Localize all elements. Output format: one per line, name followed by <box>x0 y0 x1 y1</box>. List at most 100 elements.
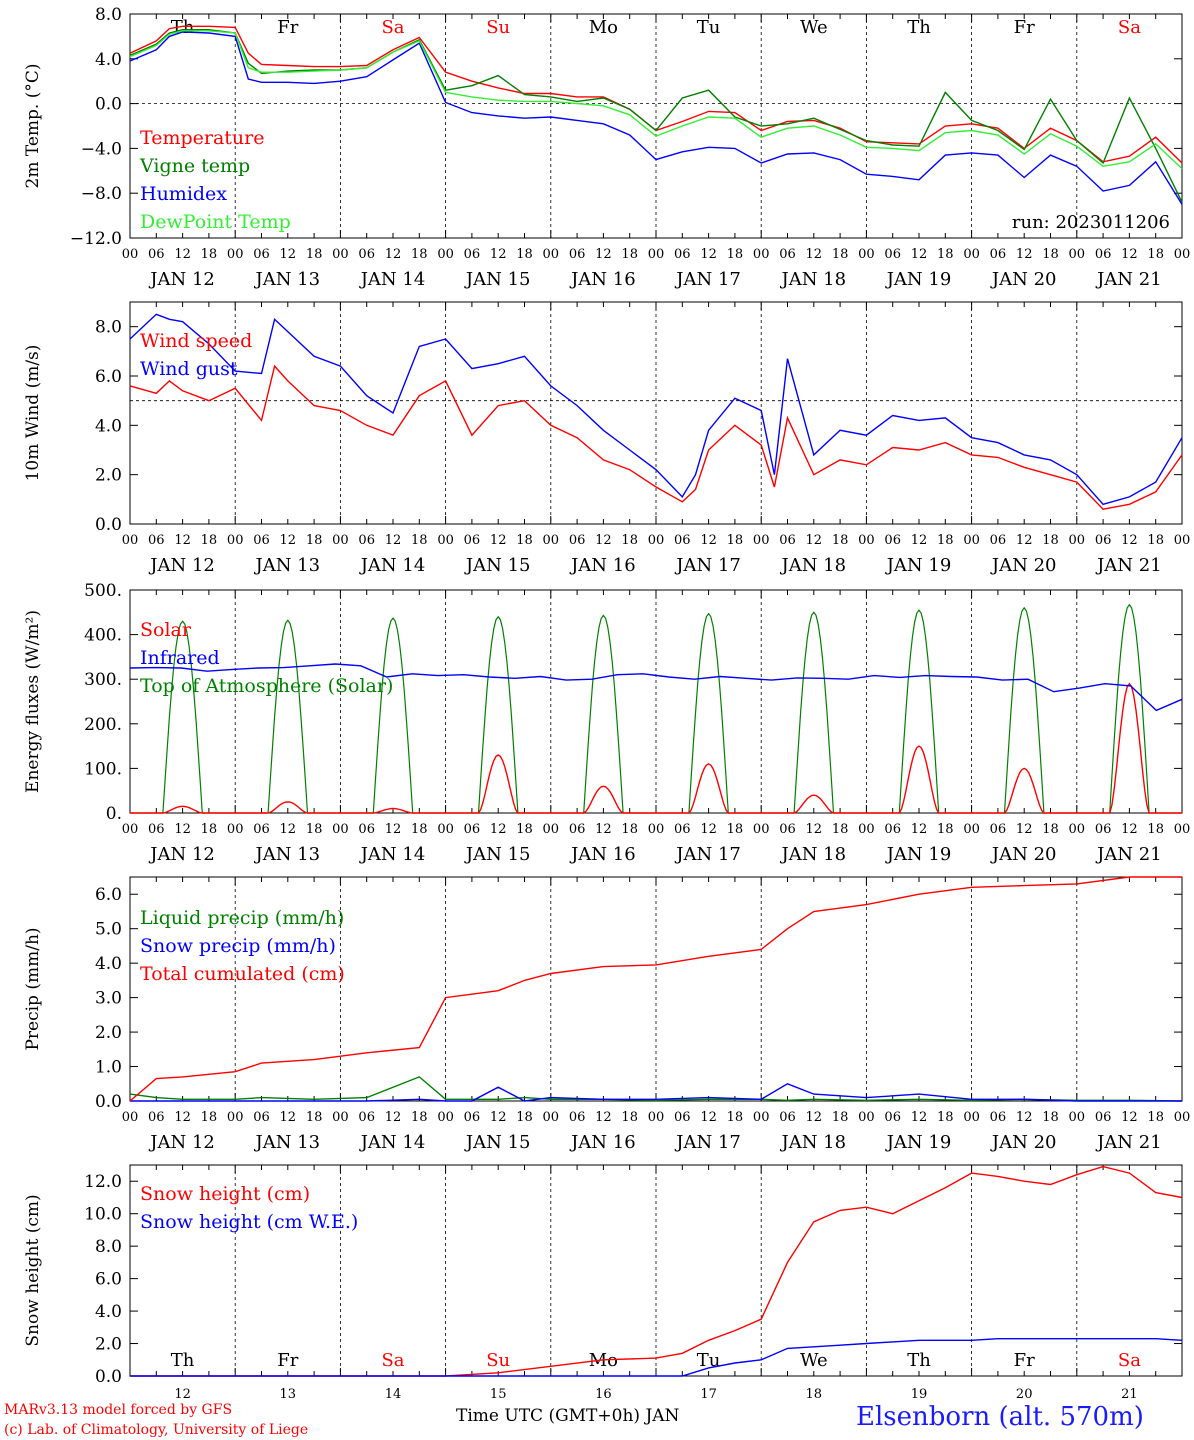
hour-label: 06 <box>674 1110 691 1125</box>
hour-label: 00 <box>227 247 244 262</box>
hour-label: 12 <box>174 533 191 548</box>
date-label: JAN 19 <box>885 269 952 290</box>
day-number-label: 18 <box>806 1387 823 1400</box>
hour-label: 18 <box>201 247 218 262</box>
hour-label: 18 <box>306 1110 323 1125</box>
hour-label: 00 <box>543 247 560 262</box>
hour-label: 18 <box>306 247 323 262</box>
hour-label: 06 <box>884 533 901 548</box>
hour-label: 06 <box>253 1110 270 1125</box>
date-label: JAN 15 <box>464 1132 531 1153</box>
date-label: JAN 20 <box>990 844 1057 865</box>
series-top-of-atmosphere-solar <box>130 603 1182 814</box>
hour-label: 06 <box>674 247 691 262</box>
date-label: JAN 13 <box>254 555 321 576</box>
hour-label: 06 <box>779 533 796 548</box>
hour-label: 00 <box>963 1110 980 1125</box>
hour-label: 00 <box>858 533 875 548</box>
run-annotation: run: 2023011206 <box>1012 212 1170 233</box>
legend-entry: Total cumulated (cm) <box>140 963 345 985</box>
day-name: Th <box>171 1350 195 1371</box>
hour-label: 12 <box>280 1110 297 1125</box>
hour-label: 00 <box>1069 247 1086 262</box>
hour-label: 00 <box>332 247 349 262</box>
y-tick-label: 100. <box>84 759 122 779</box>
hour-label: 06 <box>358 822 375 837</box>
y-axis-label: Snow height (cm) <box>23 1194 43 1346</box>
y-tick-label: 2.0 <box>95 1335 122 1355</box>
date-label: JAN 12 <box>148 555 215 576</box>
hour-label: 06 <box>990 1110 1007 1125</box>
hour-label: 12 <box>595 822 612 837</box>
hour-label: 12 <box>280 247 297 262</box>
y-tick-label: 4.0 <box>95 416 122 436</box>
hour-label: 18 <box>937 1110 954 1125</box>
hour-label: 06 <box>674 533 691 548</box>
date-label: JAN 16 <box>569 555 636 576</box>
date-label: JAN 14 <box>359 844 426 865</box>
hour-label: 06 <box>464 1110 481 1125</box>
legend-entry: Infrared <box>140 647 220 669</box>
panel-3-frame <box>129 589 1183 814</box>
hour-label: 06 <box>464 533 481 548</box>
y-tick-label: 4.0 <box>95 1302 122 1322</box>
hour-label: 06 <box>358 533 375 548</box>
date-label: JAN 21 <box>1095 269 1162 290</box>
hour-label: 18 <box>201 1110 218 1125</box>
hour-label: 06 <box>148 822 165 837</box>
hour-label: 18 <box>727 1110 744 1125</box>
hour-label: 18 <box>516 822 533 837</box>
hour-label: 06 <box>674 822 691 837</box>
day-number-label: 12 <box>174 1387 191 1400</box>
y-tick-label: 0.0 <box>95 1367 122 1387</box>
model-credit: MARv3.13 model forced by GFS (c) Lab. of… <box>4 1400 308 1440</box>
meteogram-chart: 8.0 4.0 0.0 −4.0 −8.0 −12.0 2m Temp. (°C) Th Fr S… <box>23 5 1191 1400</box>
hour-label: 18 <box>621 247 638 262</box>
hour-label: 00 <box>122 533 139 548</box>
date-label: JAN 18 <box>780 1132 847 1153</box>
date-label: JAN 12 <box>148 844 215 865</box>
series-wind-speed <box>129 364 1183 510</box>
hour-label: 00 <box>753 533 770 548</box>
y-axis-label: 10m Wind (m/s) <box>23 345 43 482</box>
hour-label: 18 <box>727 247 744 262</box>
date-label: JAN 12 <box>148 269 215 290</box>
hour-label: 12 <box>806 533 823 548</box>
legend-entry: Vigne temp <box>139 155 250 177</box>
hour-label: 18 <box>306 533 323 548</box>
hour-label: 18 <box>937 533 954 548</box>
y-axis-label: 2m Temp. (°C) <box>23 63 43 188</box>
hour-label: 06 <box>1095 822 1112 837</box>
hour-label: 12 <box>1016 247 1033 262</box>
day-name: Fr <box>1014 1350 1035 1371</box>
hour-label: 12 <box>911 1110 928 1125</box>
day-name: Sa <box>381 1350 404 1371</box>
legend-entry: Wind gust <box>140 358 238 380</box>
day-number-label: 14 <box>385 1387 402 1400</box>
date-label: JAN 20 <box>990 1132 1057 1153</box>
hour-label: 18 <box>621 533 638 548</box>
series-snow-precip-mm-h <box>130 1083 1182 1102</box>
hour-label: 18 <box>201 533 218 548</box>
hour-label: 18 <box>832 822 849 837</box>
day-name: Sa <box>1118 1350 1141 1371</box>
date-label: JAN 17 <box>674 1132 741 1153</box>
hour-label: 00 <box>963 822 980 837</box>
hour-label: 00 <box>1174 247 1191 262</box>
date-label: JAN 19 <box>885 1132 952 1153</box>
hour-label: 12 <box>911 247 928 262</box>
date-label: JAN 18 <box>780 269 847 290</box>
y-tick-label: 5.0 <box>95 920 122 940</box>
hour-label: 12 <box>700 533 717 548</box>
hour-label: 12 <box>700 1110 717 1125</box>
date-label: JAN 15 <box>464 555 531 576</box>
hour-label: 18 <box>621 1110 638 1125</box>
hour-label: 00 <box>858 247 875 262</box>
series-humidex <box>129 31 1183 205</box>
hour-label: 12 <box>1016 822 1033 837</box>
y-tick-label: 4.0 <box>95 50 122 70</box>
hour-label: 18 <box>937 822 954 837</box>
hour-label: 00 <box>437 247 454 262</box>
date-label: JAN 15 <box>464 269 531 290</box>
y-tick-label: 12.0 <box>84 1172 122 1192</box>
